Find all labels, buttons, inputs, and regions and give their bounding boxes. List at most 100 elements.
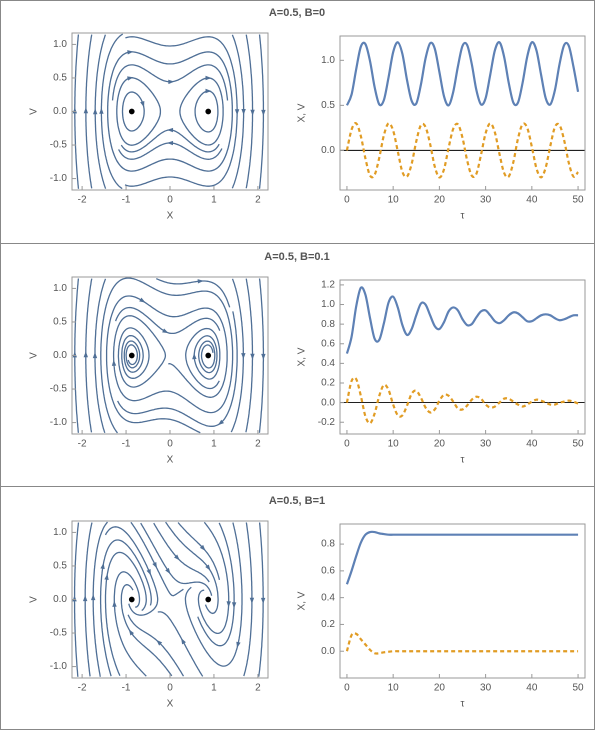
stream-arrow <box>192 353 197 360</box>
stream-arrow <box>83 351 88 358</box>
y-tick-label: 1.0 <box>53 283 67 294</box>
stream-line <box>185 327 221 390</box>
stream-arrow <box>250 109 255 116</box>
stream-arrow <box>197 279 204 284</box>
stream-arrow <box>174 554 180 561</box>
y-tick-label: 1.0 <box>321 299 335 310</box>
y-tick-label: 0.6 <box>321 338 335 349</box>
stream-arrow <box>250 353 255 360</box>
stream-line <box>177 522 221 581</box>
x-tick-label: -2 <box>78 195 87 206</box>
y-tick-label: 1.0 <box>321 55 335 66</box>
stream-arrow <box>111 359 117 366</box>
x-tick-label: -2 <box>78 683 87 694</box>
stream-arrow <box>168 79 175 85</box>
panel-title: A=0.5, B=0.1 <box>264 251 329 263</box>
stream-line <box>116 77 162 146</box>
y-tick-label: 0.4 <box>321 592 335 603</box>
y-tick-label: 0.0 <box>321 646 335 657</box>
series-line <box>345 530 579 585</box>
stream-arrow <box>104 573 109 580</box>
stream-arrow <box>92 352 98 359</box>
x-tick-label: 30 <box>480 439 492 450</box>
stream-arrow <box>152 562 157 569</box>
y-tick-label: 1.2 <box>321 280 335 291</box>
stream-arrow <box>127 76 134 81</box>
x-tick-label: -1 <box>122 683 131 694</box>
x-tick-label: 2 <box>255 195 261 206</box>
plot-frame <box>339 279 586 435</box>
y-tick-label: 0.5 <box>53 73 67 84</box>
stream-arrow <box>261 353 266 360</box>
stream-line <box>153 522 210 583</box>
y-tick-label: 0.2 <box>321 378 335 389</box>
y-axis-label: V <box>29 352 40 359</box>
fixed-point <box>127 595 137 604</box>
fixed-point <box>203 351 213 360</box>
y-tick-label: -1.0 <box>50 173 68 184</box>
series-line <box>345 376 579 425</box>
stream-line <box>120 129 220 153</box>
stream-arrow <box>112 600 117 607</box>
x-tick-label: 30 <box>480 683 492 694</box>
stream-arrow <box>205 564 211 571</box>
y-tick-label: -1.0 <box>50 661 68 672</box>
y-tick-label: -0.5 <box>50 628 68 639</box>
stream-arrow <box>260 597 266 604</box>
x-tick-label: 10 <box>388 195 400 206</box>
stream-arrow <box>199 544 206 551</box>
x-tick-label: 1 <box>211 195 217 206</box>
stream-arrow <box>236 641 241 649</box>
y-axis-label: V <box>29 596 40 603</box>
stream-arrow <box>165 567 171 575</box>
x-tick-label: 1 <box>211 683 217 694</box>
stream-line <box>127 614 185 677</box>
panel-title: A=0.5, B=1 <box>269 495 325 507</box>
stream-line <box>107 51 233 172</box>
stream-arrow <box>127 50 134 55</box>
x-tick-label: 1 <box>211 439 217 450</box>
stream-arrow <box>167 140 174 146</box>
x-tick-label: 0 <box>167 683 173 694</box>
stream-arrow <box>139 297 146 303</box>
stream-lines <box>72 521 266 677</box>
stream-arrow <box>181 638 186 645</box>
x-axis-label: τ <box>461 211 465 222</box>
series-line <box>345 41 580 107</box>
y-tick-label: -0.2 <box>318 417 336 428</box>
stream-arrow <box>205 75 212 81</box>
stream-arrow <box>72 107 78 114</box>
y-tick-label: 0.0 <box>321 145 335 156</box>
x-tick-label: -2 <box>78 439 87 450</box>
stream-arrow <box>241 109 246 116</box>
x-tick-label: 40 <box>526 683 538 694</box>
stream-arrow <box>72 595 77 602</box>
y-tick-label: 1.0 <box>53 527 67 538</box>
stream-arrow <box>90 594 96 601</box>
y-tick-label: -0.5 <box>50 140 68 151</box>
y-axis-label: V <box>29 108 40 115</box>
fixed-point <box>127 351 137 360</box>
y-tick-label: 0.5 <box>53 317 67 328</box>
y-axis-label: X, V <box>297 347 308 366</box>
x-tick-label: 2 <box>255 683 261 694</box>
stream-line <box>113 571 147 677</box>
x-tick-label: 20 <box>434 195 446 206</box>
x-tick-label: 30 <box>480 195 492 206</box>
stream-arrow <box>93 108 98 115</box>
stream-line <box>124 36 238 187</box>
series-line <box>345 122 579 179</box>
stream-arrow <box>72 351 77 358</box>
y-tick-label: 0.6 <box>321 566 335 577</box>
y-tick-label: 0.8 <box>321 539 335 550</box>
x-tick-label: 2 <box>255 439 261 450</box>
x-tick-label: 20 <box>434 439 446 450</box>
x-axis-label: τ <box>461 699 465 710</box>
x-axis-label: X <box>167 699 174 710</box>
x-tick-label: 50 <box>573 439 585 450</box>
stream-arrow <box>156 639 163 646</box>
y-tick-label: 0.2 <box>321 619 335 630</box>
y-tick-label: 0.4 <box>321 358 335 369</box>
x-tick-label: 0 <box>167 195 173 206</box>
